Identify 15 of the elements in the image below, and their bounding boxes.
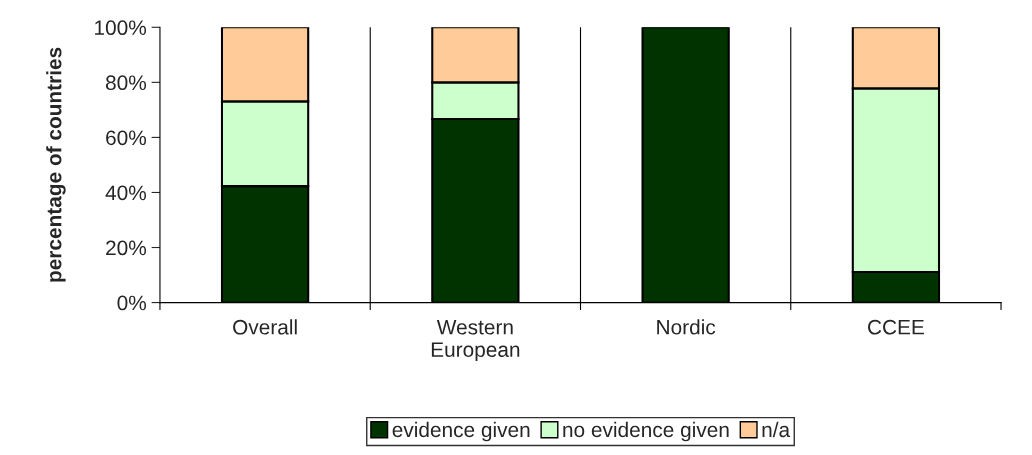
y-tick-label: 20% xyxy=(106,240,147,256)
y-tick-label: 80% xyxy=(105,75,147,91)
legend-label: evidence given xyxy=(392,421,530,442)
bar xyxy=(641,27,730,303)
legend-label: n/a xyxy=(762,421,791,438)
x-tick-label: CCEE xyxy=(868,319,924,335)
x-tick-label: Overall xyxy=(233,319,297,335)
y-tick-label: 40% xyxy=(105,185,147,201)
y-axis-title: percentage of countries xyxy=(46,47,66,282)
y-tick-label: 0% xyxy=(117,295,147,311)
y-tick-label: 60% xyxy=(106,130,147,146)
y-tick-label: 100% xyxy=(95,20,147,36)
x-tick-label: Nordic xyxy=(657,319,716,335)
x-tick-label: Western European xyxy=(431,320,520,362)
legend-label: no evidence given xyxy=(563,421,729,442)
